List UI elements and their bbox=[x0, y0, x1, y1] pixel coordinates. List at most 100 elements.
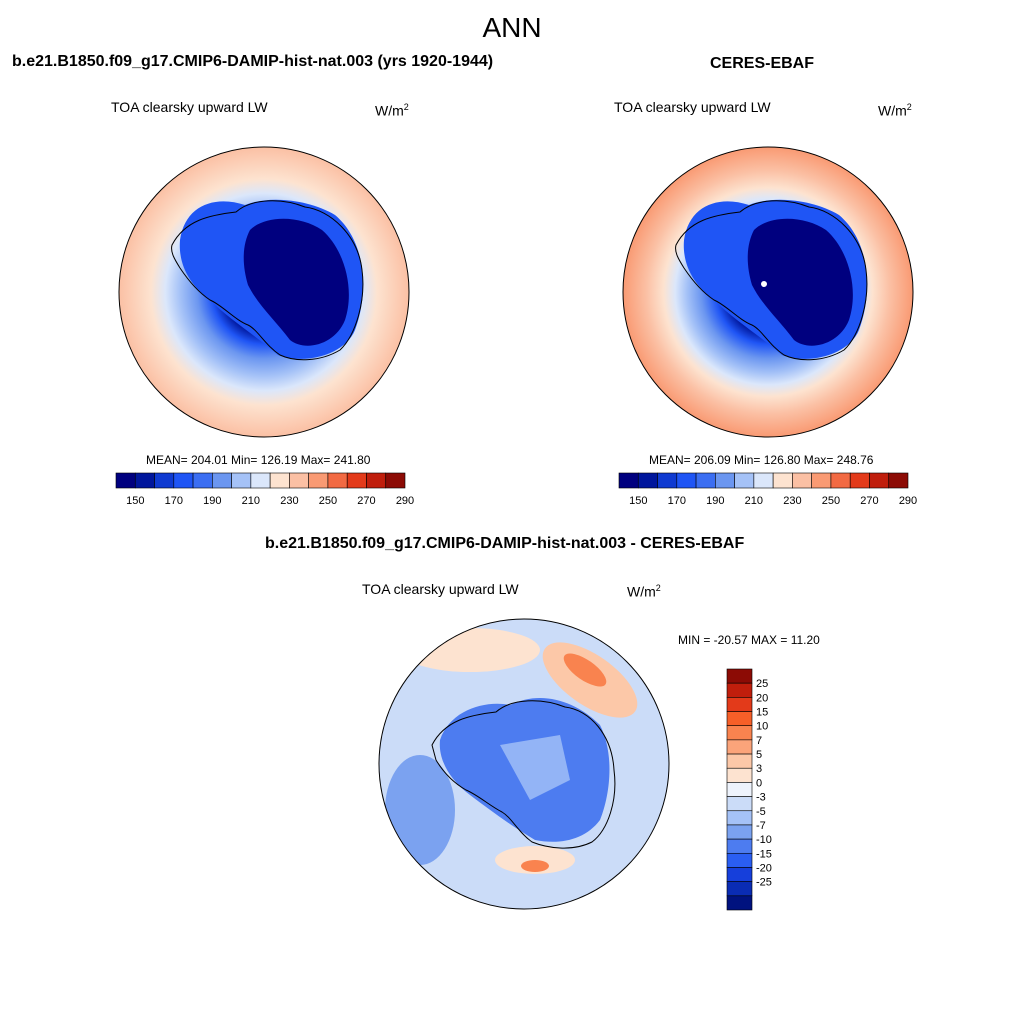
diff-colorbar-box bbox=[726, 697, 753, 712]
obs-colorbar-tick-label: 230 bbox=[783, 495, 801, 507]
obs-colorbar-box bbox=[657, 472, 678, 489]
obs-colorbar-box bbox=[811, 472, 832, 489]
obs-colorbar-box bbox=[695, 472, 716, 489]
obs-plateau-contour bbox=[747, 218, 853, 346]
model-colorbar-tick-label: 270 bbox=[357, 495, 375, 507]
diff-units-label: W/m2 bbox=[627, 583, 661, 600]
model-stats: MEAN= 204.01 Min= 126.19 Max= 241.80 bbox=[146, 453, 371, 467]
model-colorbar-box bbox=[366, 472, 387, 489]
obs-colorbar: 150 170 190 210 230 250 270 290 bbox=[618, 472, 917, 507]
obs-colorbar-tick-label: 270 bbox=[860, 495, 878, 507]
diff-colorbar-tick-label: -7 bbox=[756, 820, 766, 832]
obs-colorbar-box bbox=[849, 472, 870, 489]
diff-warm-anomaly-n bbox=[400, 628, 540, 672]
obs-missing-data-spot bbox=[761, 281, 767, 287]
diff-colorbar-box bbox=[726, 739, 753, 755]
diff-colorbar-box bbox=[726, 753, 753, 769]
obs-colorbar-tick-label: 250 bbox=[822, 495, 840, 507]
diff-colorbar-tick-label: 3 bbox=[756, 763, 762, 775]
diff-colorbar-box bbox=[726, 895, 753, 911]
diff-map bbox=[378, 618, 670, 910]
model-colorbar-box bbox=[192, 472, 213, 489]
model-variable-label: TOA clearsky upward LW bbox=[111, 99, 268, 115]
obs-colorbar-tick-label: 170 bbox=[668, 495, 686, 507]
diff-stats: MIN = -20.57 MAX = 11.20 bbox=[678, 633, 820, 647]
diff-colorbar-box bbox=[726, 725, 753, 741]
diff-plateau-anomaly bbox=[500, 735, 570, 800]
obs-colorbar-box bbox=[618, 472, 639, 489]
diff-colorbar-box bbox=[726, 852, 753, 868]
diff-coastline bbox=[431, 700, 616, 849]
obs-colorbar-box bbox=[637, 472, 658, 489]
model-colorbar-box bbox=[327, 472, 348, 489]
diff-colorbar-box bbox=[726, 767, 753, 783]
model-colorbar-box bbox=[173, 472, 194, 489]
model-units-label: W/m2 bbox=[375, 102, 409, 119]
diff-warm-core-ne bbox=[563, 653, 607, 687]
diff-colorbar-box bbox=[726, 782, 753, 797]
obs-units-label: W/m2 bbox=[878, 102, 912, 119]
obs-colorbar-box bbox=[734, 472, 755, 489]
model-plateau-contour bbox=[243, 218, 349, 346]
obs-colorbar-box bbox=[869, 472, 890, 489]
model-colorbar-box bbox=[289, 472, 309, 489]
diff-colorbar-tick-label: 20 bbox=[756, 692, 768, 704]
diff-colorbar-tick-label: 0 bbox=[756, 777, 762, 789]
model-colorbar-tick-label: 250 bbox=[319, 495, 337, 507]
diff-colorbar-tick-label: -25 bbox=[756, 877, 772, 889]
obs-colorbar-box bbox=[676, 472, 697, 489]
obs-colorbar-tick-label: 190 bbox=[706, 495, 724, 507]
obs-stats: MEAN= 206.09 Min= 126.80 Max= 248.76 bbox=[649, 453, 874, 467]
diff-variable-label: TOA clearsky upward LW bbox=[362, 581, 519, 597]
model-colorbar-box bbox=[212, 472, 232, 489]
obs-variable-label: TOA clearsky upward LW bbox=[614, 99, 771, 115]
diff-colorbar-box bbox=[726, 682, 753, 698]
diff-colorbar-tick-label: 7 bbox=[756, 735, 762, 747]
diff-colorbar-tick-label: 10 bbox=[756, 721, 768, 733]
diff-colorbar-box bbox=[726, 711, 753, 727]
model-map-border bbox=[118, 146, 410, 438]
figure-season-title: ANN bbox=[482, 12, 542, 43]
model-coastline bbox=[171, 200, 364, 361]
obs-colorbar-box bbox=[830, 472, 851, 489]
diff-map-border bbox=[378, 618, 670, 910]
obs-colorbar-tick-label: 290 bbox=[899, 495, 917, 507]
diff-colorbar-box bbox=[726, 867, 753, 882]
model-colorbar-box bbox=[250, 472, 271, 489]
model-colorbar-box bbox=[385, 472, 406, 489]
model-colorbar: 150 170 190 210 230 250 270 290 bbox=[115, 472, 414, 507]
obs-map bbox=[622, 146, 914, 438]
diff-colorbar-tick-label: 15 bbox=[756, 707, 768, 719]
model-panel-title: b.e21.B1850.f09_g17.CMIP6-DAMIP-hist-nat… bbox=[12, 53, 494, 70]
diff-colorbar-box bbox=[726, 838, 753, 854]
diff-colorbar-box bbox=[726, 796, 753, 812]
obs-colorbar-box bbox=[715, 472, 735, 489]
diff-colorbar-tick-label: -20 bbox=[756, 862, 772, 874]
obs-coastline bbox=[675, 200, 868, 361]
model-colorbar-tick-label: 230 bbox=[280, 495, 298, 507]
diff-colorbar-tick-label: -5 bbox=[756, 806, 766, 818]
obs-colorbar-box bbox=[792, 472, 812, 489]
obs-colorbar-box bbox=[753, 472, 774, 489]
model-colorbar-tick-label: 170 bbox=[165, 495, 183, 507]
obs-map-border bbox=[622, 146, 914, 438]
diff-colorbar-box bbox=[726, 668, 753, 684]
diff-colorbar-box bbox=[726, 810, 753, 826]
diff-colorbar-tick-label: -3 bbox=[756, 792, 766, 804]
obs-colorbar-box bbox=[772, 472, 793, 489]
obs-panel-title: CERES-EBAF bbox=[710, 55, 815, 72]
obs-colorbar-tick-label: 210 bbox=[745, 495, 763, 507]
diff-warm-core-s bbox=[521, 860, 549, 872]
diff-colorbar-box bbox=[726, 881, 753, 897]
diff-colorbar-tick-label: 25 bbox=[756, 678, 768, 690]
obs-colorbar-box bbox=[888, 472, 909, 489]
model-colorbar-box bbox=[346, 472, 367, 489]
diff-colorbar-tick-label: -10 bbox=[756, 834, 772, 846]
diff-colorbar-tick-label: -15 bbox=[756, 848, 772, 860]
model-colorbar-box bbox=[134, 472, 155, 489]
model-map bbox=[118, 146, 410, 438]
diff-panel-title: b.e21.B1850.f09_g17.CMIP6-DAMIP-hist-nat… bbox=[265, 535, 745, 552]
model-colorbar-box bbox=[115, 472, 136, 489]
model-colorbar-box bbox=[269, 472, 290, 489]
